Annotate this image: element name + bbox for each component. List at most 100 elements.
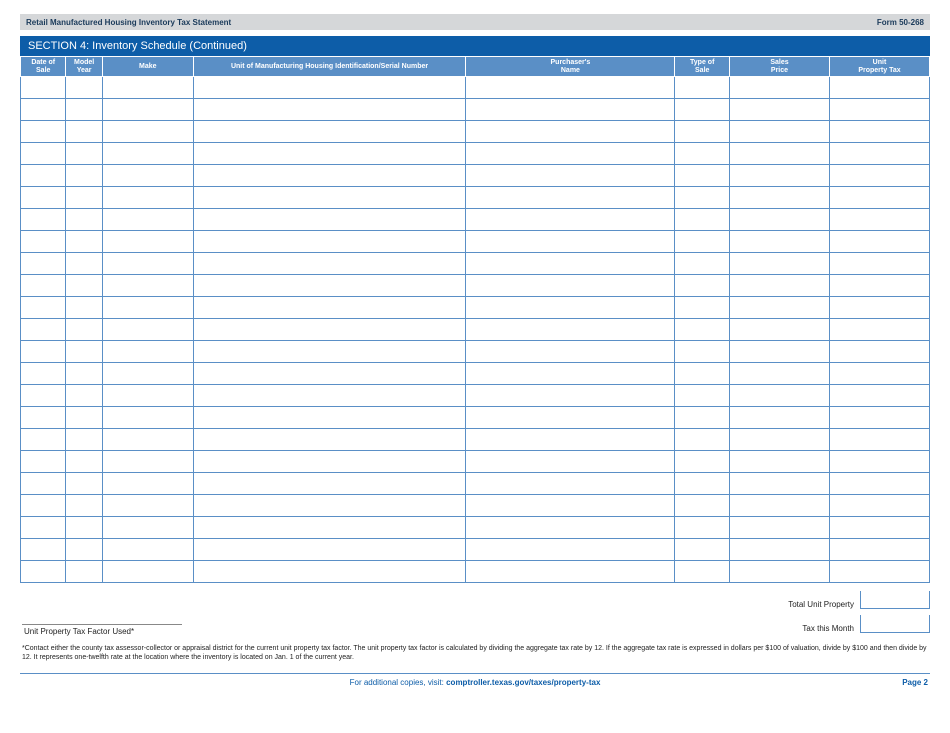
table-cell[interactable] xyxy=(21,539,66,561)
table-cell[interactable] xyxy=(729,121,829,143)
table-cell[interactable] xyxy=(66,319,102,341)
table-cell[interactable] xyxy=(829,275,929,297)
table-cell[interactable] xyxy=(66,385,102,407)
table-cell[interactable] xyxy=(102,187,193,209)
table-cell[interactable] xyxy=(102,517,193,539)
table-cell[interactable] xyxy=(675,561,730,583)
table-cell[interactable] xyxy=(729,451,829,473)
table-cell[interactable] xyxy=(66,231,102,253)
table-cell[interactable] xyxy=(66,517,102,539)
factor-input-line[interactable] xyxy=(22,615,182,625)
table-cell[interactable] xyxy=(675,187,730,209)
table-cell[interactable] xyxy=(102,319,193,341)
table-cell[interactable] xyxy=(102,121,193,143)
table-cell[interactable] xyxy=(729,165,829,187)
table-cell[interactable] xyxy=(729,319,829,341)
table-cell[interactable] xyxy=(675,297,730,319)
table-cell[interactable] xyxy=(193,187,466,209)
table-cell[interactable] xyxy=(675,539,730,561)
table-cell[interactable] xyxy=(193,275,466,297)
table-cell[interactable] xyxy=(829,209,929,231)
table-cell[interactable] xyxy=(466,561,675,583)
table-cell[interactable] xyxy=(102,297,193,319)
table-cell[interactable] xyxy=(466,143,675,165)
table-cell[interactable] xyxy=(21,385,66,407)
table-cell[interactable] xyxy=(66,77,102,99)
tax-month-input[interactable] xyxy=(860,615,930,633)
table-cell[interactable] xyxy=(21,495,66,517)
table-cell[interactable] xyxy=(675,121,730,143)
table-cell[interactable] xyxy=(829,297,929,319)
table-cell[interactable] xyxy=(729,517,829,539)
table-cell[interactable] xyxy=(66,275,102,297)
table-cell[interactable] xyxy=(102,561,193,583)
table-cell[interactable] xyxy=(21,209,66,231)
table-cell[interactable] xyxy=(466,187,675,209)
table-cell[interactable] xyxy=(829,517,929,539)
table-cell[interactable] xyxy=(21,429,66,451)
table-cell[interactable] xyxy=(729,473,829,495)
table-cell[interactable] xyxy=(21,77,66,99)
table-cell[interactable] xyxy=(102,341,193,363)
table-cell[interactable] xyxy=(729,297,829,319)
table-cell[interactable] xyxy=(675,407,730,429)
table-cell[interactable] xyxy=(829,495,929,517)
table-cell[interactable] xyxy=(829,407,929,429)
table-cell[interactable] xyxy=(729,231,829,253)
table-cell[interactable] xyxy=(466,407,675,429)
table-cell[interactable] xyxy=(66,429,102,451)
table-cell[interactable] xyxy=(675,363,730,385)
table-cell[interactable] xyxy=(193,407,466,429)
table-cell[interactable] xyxy=(193,231,466,253)
table-cell[interactable] xyxy=(21,165,66,187)
table-cell[interactable] xyxy=(21,187,66,209)
table-cell[interactable] xyxy=(21,143,66,165)
table-cell[interactable] xyxy=(729,407,829,429)
table-cell[interactable] xyxy=(21,99,66,121)
table-cell[interactable] xyxy=(466,473,675,495)
table-cell[interactable] xyxy=(466,231,675,253)
table-cell[interactable] xyxy=(21,121,66,143)
table-cell[interactable] xyxy=(66,99,102,121)
table-cell[interactable] xyxy=(66,209,102,231)
table-cell[interactable] xyxy=(729,539,829,561)
table-cell[interactable] xyxy=(729,253,829,275)
table-cell[interactable] xyxy=(102,231,193,253)
table-cell[interactable] xyxy=(675,517,730,539)
table-cell[interactable] xyxy=(66,495,102,517)
table-cell[interactable] xyxy=(21,341,66,363)
table-cell[interactable] xyxy=(675,429,730,451)
table-cell[interactable] xyxy=(729,143,829,165)
total-unit-input[interactable] xyxy=(860,591,930,609)
table-cell[interactable] xyxy=(21,231,66,253)
table-cell[interactable] xyxy=(66,363,102,385)
table-cell[interactable] xyxy=(102,99,193,121)
table-cell[interactable] xyxy=(21,517,66,539)
table-cell[interactable] xyxy=(729,275,829,297)
table-cell[interactable] xyxy=(193,143,466,165)
table-cell[interactable] xyxy=(193,385,466,407)
table-cell[interactable] xyxy=(829,363,929,385)
table-cell[interactable] xyxy=(466,517,675,539)
table-cell[interactable] xyxy=(729,77,829,99)
table-cell[interactable] xyxy=(466,363,675,385)
table-cell[interactable] xyxy=(829,539,929,561)
table-cell[interactable] xyxy=(829,451,929,473)
table-cell[interactable] xyxy=(102,363,193,385)
table-cell[interactable] xyxy=(829,385,929,407)
table-cell[interactable] xyxy=(729,363,829,385)
table-cell[interactable] xyxy=(102,209,193,231)
table-cell[interactable] xyxy=(466,275,675,297)
table-cell[interactable] xyxy=(675,165,730,187)
table-cell[interactable] xyxy=(102,143,193,165)
table-cell[interactable] xyxy=(466,297,675,319)
table-cell[interactable] xyxy=(21,319,66,341)
table-cell[interactable] xyxy=(729,209,829,231)
table-cell[interactable] xyxy=(466,209,675,231)
table-cell[interactable] xyxy=(729,429,829,451)
table-cell[interactable] xyxy=(193,517,466,539)
table-cell[interactable] xyxy=(193,165,466,187)
table-cell[interactable] xyxy=(102,385,193,407)
table-cell[interactable] xyxy=(675,385,730,407)
table-cell[interactable] xyxy=(675,341,730,363)
